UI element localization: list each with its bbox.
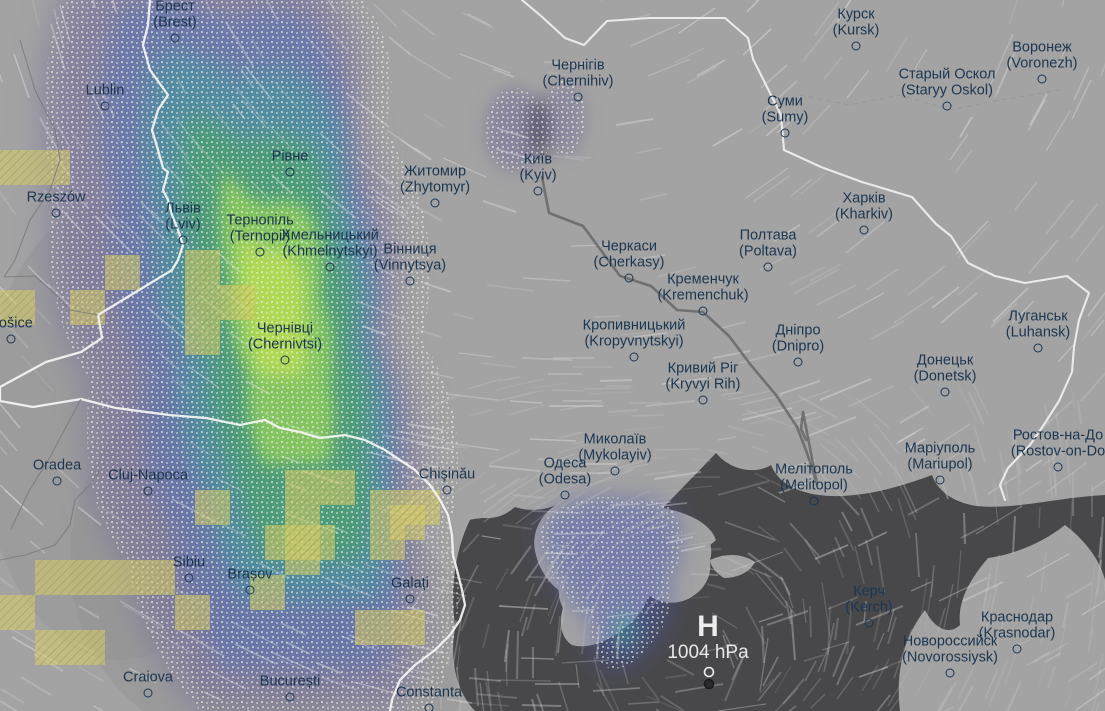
svg-text:1004 hPa: 1004 hPa	[667, 642, 749, 663]
svg-text:H: H	[697, 610, 719, 643]
